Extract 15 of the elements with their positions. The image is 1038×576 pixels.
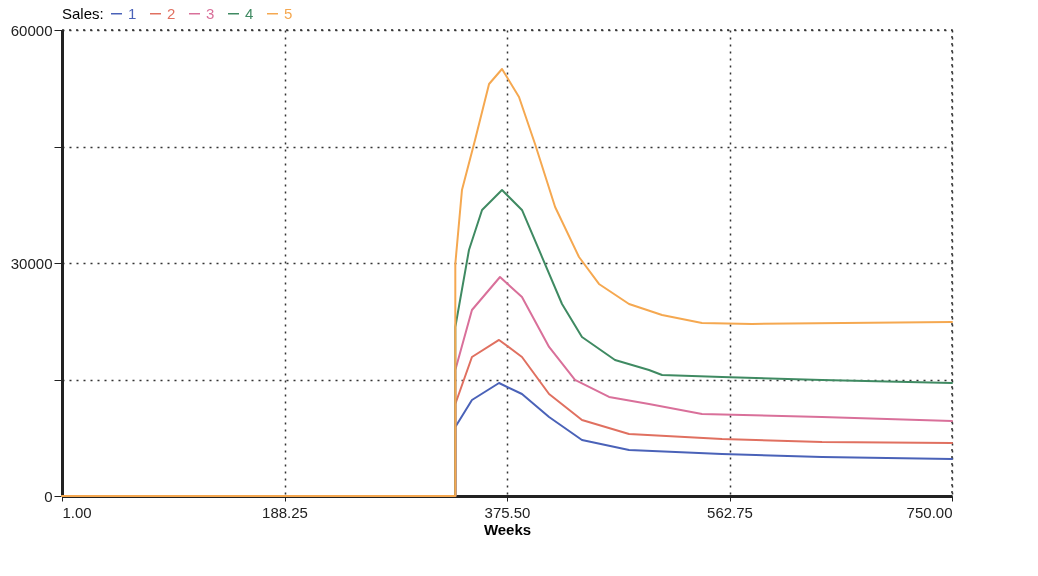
x-tick-label: 562.75 [707,503,753,521]
y-tick-label: 0 [44,487,53,505]
legend-label: 3 [206,4,215,22]
x-tick-label: 375.50 [484,503,531,521]
legend-label: 2 [167,4,176,22]
y-tick-label: 30000 [10,254,53,272]
x-axis-title: Weeks [483,520,532,538]
x-tick-label: 750.00 [906,503,953,521]
legend-label: 5 [284,4,293,22]
legend-title: Sales: [62,5,104,22]
x-tick-label: 1.00 [62,503,92,521]
y-tick-label: 60000 [10,21,53,39]
x-tick-label: 188.25 [262,503,308,521]
legend-label: 4 [245,4,254,22]
legend-label: 1 [128,4,137,22]
